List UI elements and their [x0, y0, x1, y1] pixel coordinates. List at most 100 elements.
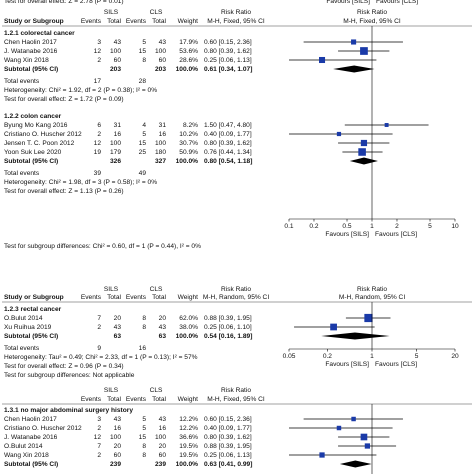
column-header: M-H, Random, 95% CI: [339, 294, 405, 301]
risk-ratio: 1.50 [0.47, 4.80]: [204, 122, 252, 129]
study-marker: [364, 443, 371, 449]
total-cls: 43: [159, 324, 167, 331]
events-cls: 5: [142, 425, 146, 432]
column-header: M-H, Fixed, 95% CI: [343, 18, 401, 25]
risk-ratio: 0.60 [0.15, 2.36]: [204, 416, 252, 423]
study-name: Yoon Suk Lee 2020: [4, 149, 62, 156]
risk-ratio: 0.76 [0.44, 1.34]: [204, 149, 252, 156]
risk-ratio: 0.25 [0.06, 1.10]: [204, 324, 252, 331]
x-tick-label: 0.5: [342, 223, 351, 230]
study-name: Cristiano O. Huscher 2012: [4, 425, 82, 432]
column-header: Events: [126, 18, 147, 25]
study-name: J. Watanabe 2016: [4, 48, 58, 55]
subtotal-diamond: [321, 332, 390, 340]
subgroup-test: Test for subgroup differences: Not appli…: [4, 372, 135, 379]
total-cls: 100: [155, 140, 166, 147]
study-marker: [319, 56, 326, 64]
events-cls: 8: [142, 443, 146, 450]
x-tick-label: 5: [415, 353, 419, 360]
column-header: Events: [81, 18, 102, 25]
events-cls: 15: [139, 434, 147, 441]
x-tick-label: 20: [451, 353, 459, 360]
favours-left: Favours [SILS]: [326, 0, 370, 5]
subtotal-diamond: [339, 460, 372, 468]
study-name: Chen Haolin 2017: [4, 416, 57, 423]
weight: 17.9%: [179, 39, 198, 46]
column-title: Risk Ratio: [357, 9, 387, 16]
weight: 19.5%: [179, 443, 198, 450]
events-cls: 8: [142, 452, 146, 459]
total-cls: 16: [159, 425, 167, 432]
column-header: Weight: [178, 294, 199, 301]
risk-ratio: 0.60 [0.15, 2.36]: [204, 39, 252, 46]
study-name: Wang Xin 2018: [4, 57, 49, 64]
total-sils: 60: [114, 57, 122, 64]
weight: 8.2%: [183, 122, 198, 129]
events-sils: 2: [97, 452, 101, 459]
events-cls: 15: [139, 140, 147, 147]
total-events-sils: 9: [97, 345, 101, 352]
events-cls: 8: [142, 315, 146, 322]
total-sils: 16: [114, 131, 122, 138]
study-name: Chen Haolin 2017: [4, 39, 57, 46]
total-cls: 16: [159, 131, 167, 138]
weight: 12.2%: [179, 416, 198, 423]
total-events-label: Total events: [4, 345, 40, 352]
events-sils: 12: [94, 140, 102, 147]
study-marker: [336, 131, 342, 137]
events-sils: 3: [97, 416, 101, 423]
total-sils: 20: [114, 443, 122, 450]
weight: 12.2%: [179, 425, 198, 432]
study-marker: [364, 313, 373, 323]
events-sils: 12: [94, 48, 102, 55]
column-header: Total: [152, 18, 166, 25]
column-title: Risk Ratio: [357, 286, 387, 293]
overall-effect: Test for overall effect: Z = 1.72 (P = 0…: [4, 96, 124, 103]
weight: 50.9%: [179, 149, 198, 156]
subtotal-weight: 100.0%: [176, 461, 199, 468]
total-cls: 43: [159, 416, 167, 423]
subgroup-title: 1.2.3 rectal cancer: [4, 306, 62, 313]
favours-right: Favours [CLS]: [375, 361, 417, 368]
column-header: Total: [152, 396, 166, 403]
risk-ratio: 0.88 [0.39, 1.95]: [204, 315, 252, 322]
column-header: Events: [126, 294, 147, 301]
subtotal-weight: 100.0%: [176, 333, 199, 340]
weight: 38.0%: [179, 324, 198, 331]
column-header: M-H, Random, 95% CI: [203, 294, 269, 301]
subtotal-cls: 63: [159, 333, 167, 340]
study-marker: [384, 123, 389, 127]
study-marker: [360, 47, 368, 55]
events-sils: 2: [97, 57, 101, 64]
study-marker: [360, 139, 368, 147]
x-tick-label: 0.1: [284, 223, 293, 230]
events-cls: 25: [139, 149, 147, 156]
total-cls: 20: [159, 315, 167, 322]
risk-ratio: 0.80 [0.39, 1.62]: [204, 434, 252, 441]
subgroup-title: 1.2.1 colorectal cancer: [4, 30, 75, 37]
subtotal-sils: 239: [110, 461, 121, 468]
total-cls: 60: [159, 57, 167, 64]
total-cls: 100: [155, 434, 166, 441]
events-cls: 15: [139, 48, 147, 55]
group-label: CLS: [150, 387, 163, 394]
heterogeneity: Heterogeneity: Tau² = 0.49; Chi² = 2.33,…: [4, 354, 198, 361]
favours-left: Favours [SILS]: [325, 231, 369, 238]
total-events-label: Total events: [4, 78, 40, 85]
column-header: Weight: [178, 18, 199, 25]
study-name: O.Bulut 2014: [4, 315, 43, 322]
column-header: Events: [126, 396, 147, 403]
column-header: Study or Subgroup: [4, 294, 64, 301]
study-name: J. Watanabe 2016: [4, 434, 58, 441]
heterogeneity: Heterogeneity: Chi² = 1.92, df = 2 (P = …: [4, 87, 157, 94]
x-tick-label: 0.2: [323, 353, 332, 360]
study-marker: [351, 416, 356, 422]
subtotal-diamond: [333, 65, 375, 73]
column-header: Weight: [178, 396, 199, 403]
total-sils: 16: [114, 425, 122, 432]
study-name: O.Bulut 2014: [4, 443, 43, 450]
overall-effect: Test for overall effect: Z = 1.13 (P = 0…: [4, 188, 124, 195]
total-events-sils: 17: [94, 78, 102, 85]
study-marker: [351, 39, 357, 45]
